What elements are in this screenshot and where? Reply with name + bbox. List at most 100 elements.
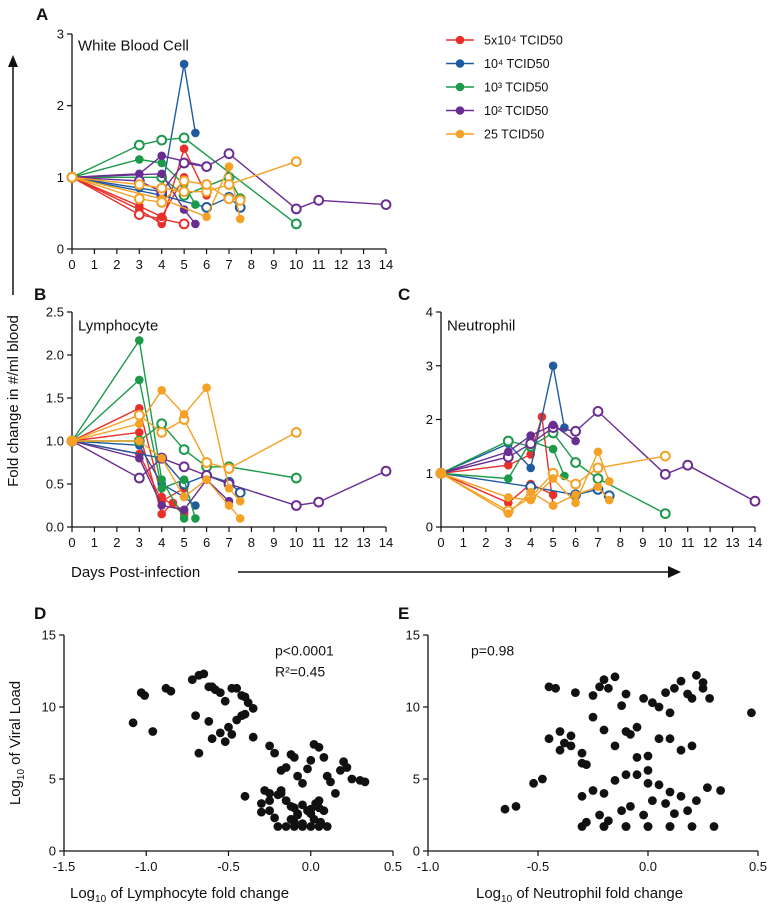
scatter-point-d <box>281 796 291 805</box>
data-point-lymph-red <box>168 498 178 508</box>
legend-item-blue: 10⁴ TCID50 <box>446 57 550 71</box>
panel-b-lymphocyte: 0.00.51.01.52.02.50 1 2 3 4 5 6 7 8 9 10 11 12 13 14Ly… <box>46 305 393 551</box>
data-point-lymph-orange <box>179 410 189 419</box>
scatter-point-e <box>683 806 692 816</box>
scatter-point-e <box>676 676 686 686</box>
scatter-point-e <box>560 738 569 748</box>
scatter-point-d <box>265 789 274 798</box>
data-point-wbc-red <box>133 209 145 221</box>
scatter-point-d <box>270 813 279 823</box>
scatter-point-d <box>289 753 299 762</box>
data-point-lymph-blue <box>191 501 200 510</box>
data-point-wbc-green <box>191 200 200 209</box>
scatter-point-e <box>595 810 604 820</box>
x-tick-label-wbc: 4 <box>158 257 165 272</box>
scatter-point-d <box>273 822 283 831</box>
x-tick-label-lymph: 4 <box>158 535 165 550</box>
data-point-lymph-purple <box>133 472 145 484</box>
legend-swatch-dot <box>455 82 465 92</box>
y-tick-label-neut: 2 <box>426 412 433 427</box>
y-tick-label-e: 0 <box>413 844 420 859</box>
scatter-point-d <box>289 817 299 827</box>
data-point-neut-orange <box>548 474 558 483</box>
scatter-point-e <box>544 734 554 744</box>
x-tick-label-wbc: 3 <box>136 257 143 272</box>
scatter-point-e <box>648 698 657 708</box>
data-point-neut-orange <box>593 447 603 457</box>
data-point-lymph-orange <box>235 514 245 523</box>
data-point-wbc-purple <box>157 169 166 179</box>
x-tick-label-neut: 5 <box>550 535 557 550</box>
scatter-point-d <box>306 809 316 818</box>
data-point-neut-purple <box>659 468 671 480</box>
viral-load-ylabel: Log10 of Viral Load <box>7 681 27 805</box>
data-point-neut-purple <box>548 420 558 430</box>
y-tick-label-d: 0 <box>49 844 56 859</box>
panel-e-neutrophil-scatter: 0 5 10 15 -1.0 -0.5 0.0 0.5 p=0.98 <box>406 628 768 875</box>
y-tick-label-e: 10 <box>406 700 420 715</box>
right-arrow-icon <box>238 566 681 578</box>
data-point-neut-orange <box>571 498 580 508</box>
scatter-point-e <box>632 770 642 780</box>
panel-title-wbc: White Blood Cell <box>78 37 189 54</box>
y-tick-label-d: 10 <box>42 700 56 715</box>
x-tick-label-neut: 8 <box>617 535 624 550</box>
x-tick-label-d: -0.5 <box>217 859 239 874</box>
data-point-wbc-orange <box>156 197 168 208</box>
panel-letter-c: C <box>398 285 410 304</box>
x-tick-label-d: -1.0 <box>135 859 157 874</box>
scatter-point-d <box>347 774 357 784</box>
stat-annotation-d: R²=0.45 <box>275 663 325 679</box>
data-point-neut-purple <box>526 431 535 440</box>
data-point-neut-orange <box>592 462 604 474</box>
data-point-wbc-green <box>135 155 144 164</box>
data-point-lymph-purple <box>179 505 189 515</box>
data-point-wbc-orange <box>66 171 78 183</box>
scatter-point-d <box>232 683 242 693</box>
scatter-point-d <box>360 777 370 787</box>
x-tick-label-wbc: 0 <box>68 257 75 272</box>
scatter-point-d <box>306 755 316 765</box>
scatter-point-e <box>676 791 686 801</box>
x-tick-label-neut: 14 <box>748 535 762 550</box>
legend-item-purple: 10² TCID50 <box>446 104 548 118</box>
scatter-point-e <box>529 778 538 788</box>
data-point-wbc-red <box>135 201 144 211</box>
scatter-point-e <box>670 683 679 693</box>
data-point-neut-green <box>570 457 581 468</box>
x-tick-label-lymph: 5 <box>181 535 188 550</box>
scatter-point-e <box>621 770 631 780</box>
scatter-point-d <box>240 709 250 719</box>
panel-letter-d: D <box>34 604 46 623</box>
scatter-point-e <box>698 683 708 693</box>
x-tick-label-lymph: 10 <box>289 535 303 550</box>
scatter-point-e <box>599 725 609 735</box>
scatter-point-e <box>703 783 712 792</box>
data-point-wbc-orange <box>290 156 302 168</box>
scatter-point-e <box>588 712 598 722</box>
scatter-point-e <box>538 774 547 784</box>
data-point-lymph-purple <box>178 461 190 473</box>
x-tick-label-lymph: 3 <box>136 535 143 550</box>
scatter-point-e <box>621 689 631 699</box>
x-tick-label-lymph: 6 <box>203 535 210 550</box>
scatter-point-e <box>643 766 653 775</box>
data-point-wbc-red <box>157 212 166 222</box>
scatter-point-d <box>220 737 230 746</box>
data-point-lymph-green <box>179 514 189 523</box>
legend-swatch-dot <box>455 129 465 139</box>
panel-d-lymphocyte-scatter: 0 5 10 15 -1.5 -1.0 -0.5 0.0 0.5 p<0.0001 R²=0.45 <box>42 628 403 875</box>
data-point-neut-orange <box>504 493 513 502</box>
data-point-wbc-red <box>178 218 190 230</box>
y-tick-label-neut: 0 <box>426 520 433 535</box>
data-point-lymph-purple <box>135 453 144 463</box>
data-point-lymph-orange <box>135 419 144 429</box>
x-tick-label-wbc: 9 <box>270 257 277 272</box>
scatter-point-e <box>544 682 554 692</box>
data-point-wbc-purple <box>201 161 213 173</box>
x-tick-label-wbc: 5 <box>181 257 188 272</box>
scatter-point-d <box>314 796 324 805</box>
data-point-lymph-orange <box>156 427 168 438</box>
data-point-wbc-purple <box>313 194 325 206</box>
